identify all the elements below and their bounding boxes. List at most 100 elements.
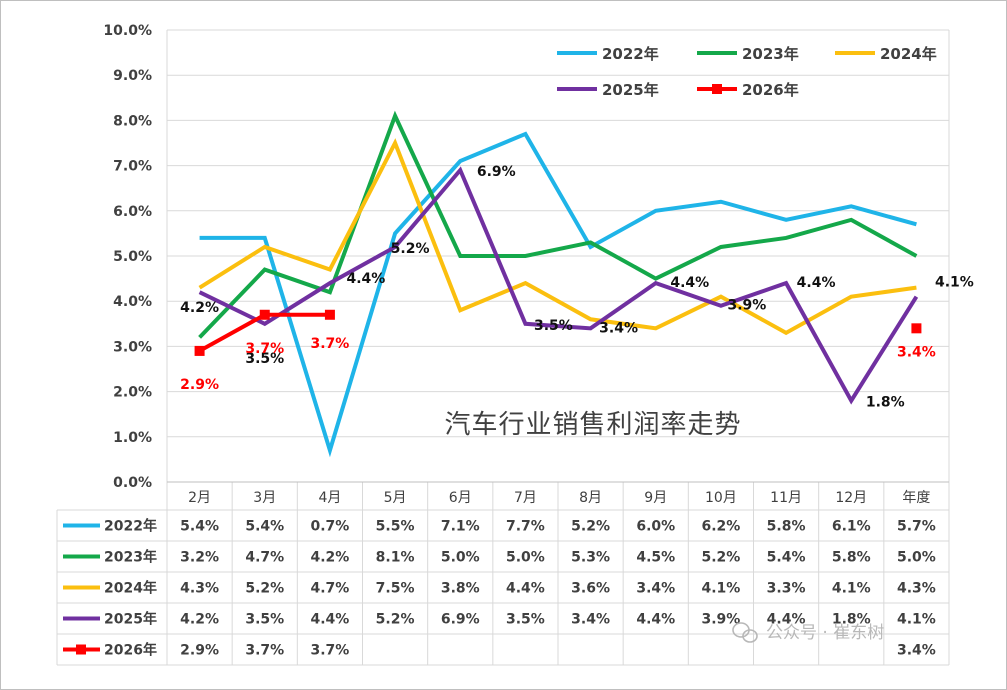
x-tick-label: 年度 <box>902 490 930 506</box>
table-cell: 3.4% <box>636 581 675 597</box>
y-tick-label: 5.0% <box>113 249 152 265</box>
table-cell: 5.4% <box>767 550 806 566</box>
data-label: 4.4% <box>670 275 709 291</box>
table-cell: 5.2% <box>376 612 415 628</box>
table-series-name: 2024年 <box>104 580 157 597</box>
table-cell: 4.4% <box>636 612 675 628</box>
watermark-text: 公众号 · 崔东树 <box>766 623 884 643</box>
table-cell: 4.7% <box>245 550 284 566</box>
table-series-name: 2026年 <box>104 642 157 659</box>
x-tick-label: 12月 <box>835 490 867 506</box>
y-tick-label: 4.0% <box>113 294 152 310</box>
data-label: 3.4% <box>897 344 936 360</box>
table-legend-marker <box>76 644 86 655</box>
table-cell: 4.7% <box>311 581 350 597</box>
legend-label: 2022年 <box>602 45 659 63</box>
watermark: 公众号 · 崔东树 <box>732 622 884 643</box>
table-cell: 6.9% <box>441 612 480 628</box>
table-cell: 5.2% <box>702 550 741 566</box>
table-cell: 3.7% <box>245 643 284 659</box>
table-cell: 8.1% <box>376 550 415 566</box>
series-line <box>199 131 917 458</box>
table-cell: 6.2% <box>702 519 741 535</box>
series-marker <box>259 309 270 320</box>
table-cell: 3.9% <box>702 612 741 628</box>
table-series-name: 2023年 <box>104 549 157 566</box>
table-cell: 7.5% <box>376 581 415 597</box>
series-marker <box>324 309 335 320</box>
table-cell: 4.2% <box>311 550 350 566</box>
y-tick-label: 9.0% <box>113 68 152 84</box>
table-cell: 4.1% <box>702 581 741 597</box>
table-cell: 3.3% <box>767 581 806 597</box>
table-cell: 3.6% <box>571 581 610 597</box>
x-tick-label: 2月 <box>188 490 211 506</box>
x-tick-label: 6月 <box>449 490 472 506</box>
x-tick-label: 5月 <box>384 490 407 506</box>
y-tick-label: 7.0% <box>113 159 152 175</box>
table-cell: 5.7% <box>897 519 936 535</box>
series-line <box>198 138 917 336</box>
data-label: 3.5% <box>534 318 573 334</box>
data-label: 4.1% <box>935 275 974 291</box>
table-cell: 1.8% <box>832 612 871 628</box>
data-label: 5.2% <box>391 241 430 257</box>
x-tick-label: 7月 <box>514 490 537 506</box>
x-tick-label: 11月 <box>770 490 802 506</box>
data-label: 3.9% <box>728 298 767 314</box>
table-cell: 3.4% <box>571 612 610 628</box>
x-tick-label: 9月 <box>644 490 667 506</box>
table-cell: 5.4% <box>245 519 284 535</box>
table-cell: 5.2% <box>245 581 284 597</box>
table-cell: 3.5% <box>506 612 545 628</box>
table-cell: 5.3% <box>571 550 610 566</box>
table-cell: 4.3% <box>897 581 936 597</box>
x-tick-label: 3月 <box>253 490 276 506</box>
table-cell: 5.8% <box>767 519 806 535</box>
table-cell: 3.7% <box>311 643 350 659</box>
x-tick-label: 10月 <box>705 490 737 506</box>
series-line <box>198 166 919 405</box>
table-cell: 4.3% <box>180 581 219 597</box>
y-tick-label: 0.0% <box>113 475 152 491</box>
table-cell: 3.2% <box>180 550 219 566</box>
table-series-name: 2025年 <box>104 611 157 628</box>
data-label: 4.4% <box>797 275 836 291</box>
y-tick-label: 1.0% <box>113 430 152 446</box>
x-tick-label: 4月 <box>318 490 341 506</box>
wechat-icon <box>732 622 758 643</box>
series-marker <box>194 345 205 356</box>
table-series-name: 2022年 <box>104 518 157 535</box>
y-axis-ticks: 0.0% 1.0% 2.0% 3.0% 4.0% 5.0% 6.0% 7.0% 8.0% 9.0%… <box>103 23 152 491</box>
data-label: 4.2% <box>180 300 219 316</box>
series-lines <box>194 110 922 458</box>
table-cell: 5.5% <box>376 519 415 535</box>
y-tick-label: 3.0% <box>113 339 152 355</box>
data-label: 3.4% <box>599 320 638 336</box>
table-cell: 5.0% <box>441 550 480 566</box>
legend-label: 2023年 <box>742 45 799 63</box>
legend-label: 2024年 <box>880 45 937 63</box>
y-tick-label: 8.0% <box>113 113 152 129</box>
table-cell: 3.4% <box>897 643 936 659</box>
table-cell: 4.5% <box>636 550 675 566</box>
data-label: 3.7% <box>311 336 350 352</box>
table-cell: 5.0% <box>897 550 936 566</box>
table-cell: 4.1% <box>897 612 936 628</box>
table-cell: 4.4% <box>506 581 545 597</box>
data-label: 4.4% <box>347 271 386 287</box>
series-line <box>198 110 918 339</box>
legend-label: 2025年 <box>602 81 659 99</box>
data-table: 2月 3月 4月 5月 6月 7月 8月 9月 10月 11月 12月 年度 2022年 5.4% 5.4%… <box>56 30 950 666</box>
data-label: 6.9% <box>477 164 516 180</box>
table-cell: 4.1% <box>832 581 871 597</box>
legend-marker <box>712 84 722 94</box>
table-cell: 5.2% <box>571 519 610 535</box>
table-cell: 4.4% <box>311 612 350 628</box>
y-tick-label: 10.0% <box>103 23 152 39</box>
legend-label: 2026年 <box>742 81 799 99</box>
table-cell: 6.1% <box>832 519 871 535</box>
y-tick-label: 2.0% <box>113 385 152 401</box>
